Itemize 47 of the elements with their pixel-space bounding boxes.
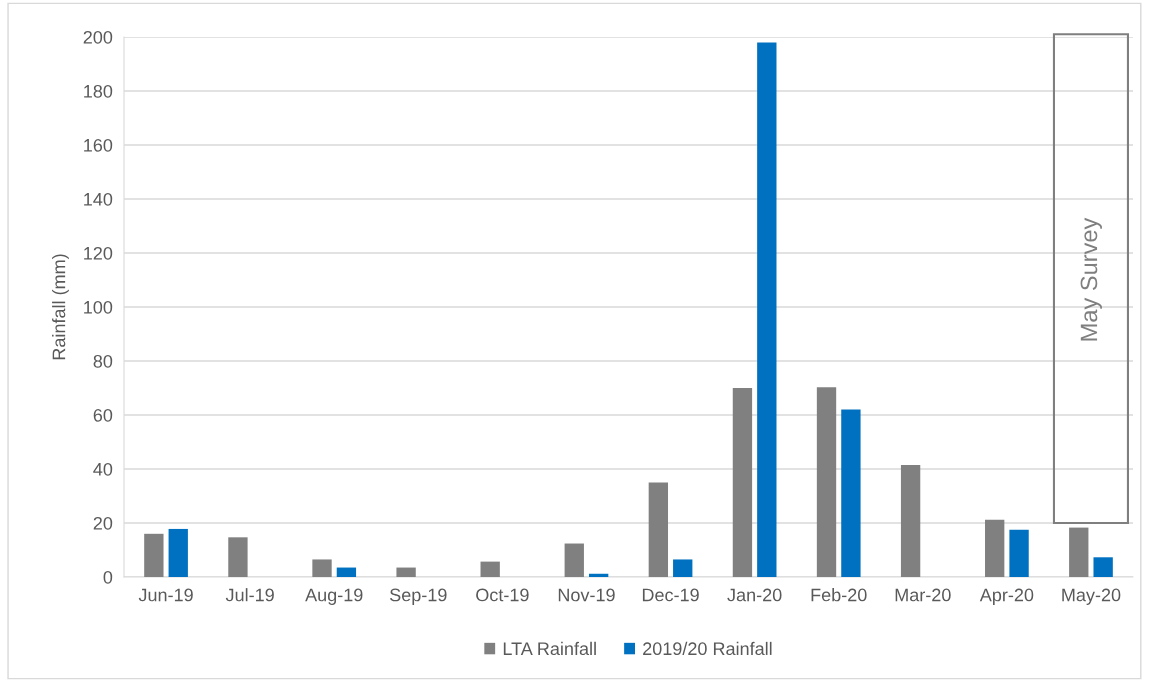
bar	[1093, 557, 1113, 577]
bar	[480, 561, 500, 577]
x-tick-label: May-20	[1062, 588, 1121, 605]
x-tick-label: Oct-19	[476, 588, 529, 602]
x-tick-label: Apr-20	[979, 588, 1034, 605]
bar	[312, 559, 332, 577]
legend-label: LTA Rainfall	[503, 641, 596, 656]
bar	[816, 387, 837, 577]
bar	[336, 567, 357, 577]
annotation: May Survey	[1080, 217, 1102, 341]
x-tick-label: Feb-20	[811, 588, 867, 602]
y-tick-label: 160	[84, 138, 113, 152]
y-tick-label: 40	[93, 462, 113, 476]
x-tick-label: Mar-20	[895, 588, 951, 602]
y-tick-label: 200	[83, 30, 113, 44]
bar	[564, 543, 584, 577]
bar	[673, 559, 693, 577]
x-tick-label: Dec-19	[642, 588, 699, 602]
y-tick-label: 180	[84, 84, 113, 98]
bar	[732, 388, 753, 577]
bar	[900, 464, 921, 577]
bar	[228, 537, 248, 577]
bar	[168, 528, 188, 577]
x-tick-label: Sep-19	[390, 588, 447, 605]
x-tick-label: Jul-19	[225, 588, 274, 602]
y-axis-title: Rainfall (mm)	[52, 254, 69, 360]
bar	[588, 573, 609, 577]
y-tick-label: 0	[103, 570, 113, 584]
y-tick-label: 120	[84, 246, 113, 260]
y-tick-label: 60	[93, 408, 113, 422]
x-tick-label: Aug-19	[305, 588, 363, 605]
bar	[648, 482, 669, 577]
bar	[396, 567, 416, 577]
bar	[1069, 527, 1089, 577]
bar	[144, 533, 164, 577]
x-tick-label: Jun-19	[138, 588, 193, 602]
bar	[1009, 529, 1029, 577]
bar	[985, 519, 1005, 577]
x-tick-label: Jan-20	[727, 588, 782, 602]
legend-label: 2019/20 Rainfall	[643, 641, 772, 656]
bar	[841, 409, 861, 577]
y-tick-label: 20	[93, 516, 113, 530]
y-tick-label: 100	[84, 300, 113, 314]
y-tick-label: 140	[84, 192, 113, 206]
bar	[757, 42, 777, 577]
x-tick-label: Nov-19	[558, 588, 615, 602]
y-tick-label: 80	[93, 354, 113, 368]
